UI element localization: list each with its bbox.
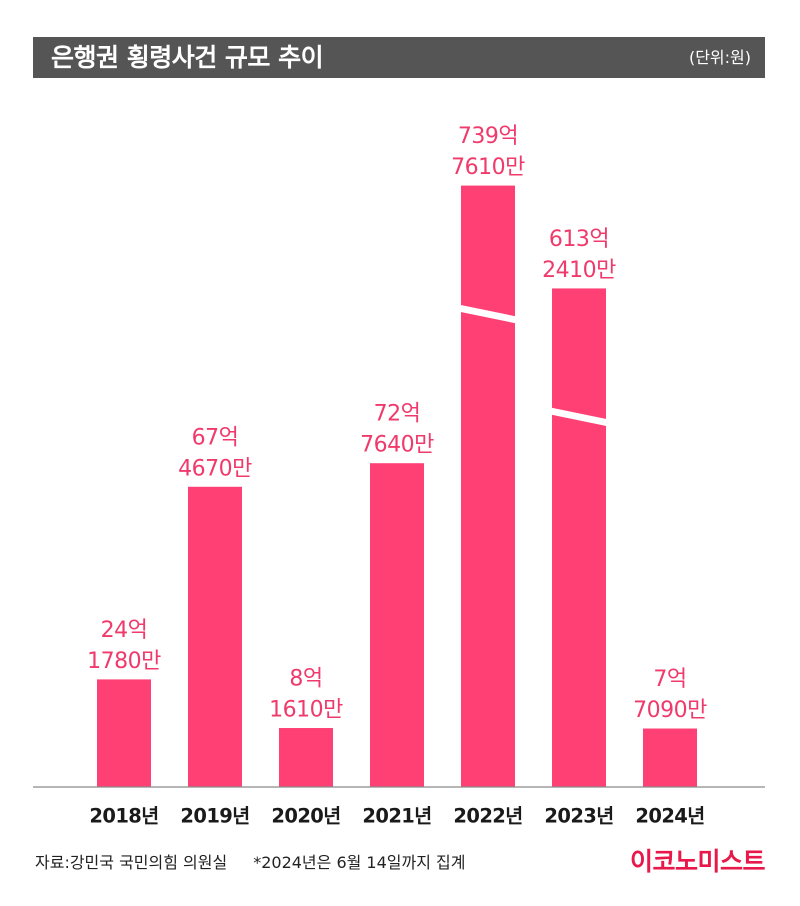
value-label-eok: 739억 [458, 124, 518, 149]
bar-2023 [552, 288, 606, 787]
source-text: 자료:강민국 국민의힘 의원실 [35, 853, 228, 872]
chart-title: 은행권 횡령사건 규모 추이 [51, 43, 324, 72]
footer: 자료:강민국 국민의힘 의원실 *2024년은 6월 14일까지 집계 [35, 850, 465, 876]
publisher-logo: 이코노미스트 [629, 847, 766, 876]
bar-chart: 24억 1780만 2018년 67억 4670만 2019년 8억 1610만 2020년 72… [33, 124, 765, 828]
value-label-eok: 613억 [549, 227, 609, 252]
x-tick-label: 2024년 [635, 805, 704, 828]
bar-2019 [188, 486, 242, 787]
axis-break-mark [454, 303, 522, 325]
axis-break-mark [545, 406, 613, 428]
value-label-man: 7610만 [451, 155, 525, 180]
value-label-man: 7090만 [633, 698, 707, 723]
x-tick-label: 2023년 [544, 805, 613, 828]
footnote-text: *2024년은 6월 14일까지 집계 [253, 853, 466, 872]
unit-label: (단위:원) [688, 48, 751, 67]
value-label-eok: 7억 [653, 667, 686, 692]
bar-2022 [461, 185, 515, 787]
bar-2024 [643, 728, 697, 787]
value-label-eok: 72억 [374, 402, 421, 427]
bar-2021 [370, 463, 424, 787]
value-label-man: 4670만 [178, 456, 252, 481]
value-label-man: 1780만 [87, 649, 161, 674]
value-label-man: 2410만 [542, 258, 616, 283]
x-tick-label: 2018년 [89, 805, 158, 828]
bar-2020 [279, 728, 333, 787]
value-label-man: 1610만 [269, 698, 343, 723]
x-tick-label: 2020년 [271, 805, 340, 828]
value-label-man: 7640만 [360, 433, 434, 458]
value-label-eok: 8억 [289, 667, 322, 692]
x-tick-label: 2022년 [453, 805, 522, 828]
x-tick-label: 2019년 [180, 805, 249, 828]
bar-2018 [97, 679, 151, 787]
value-label-eok: 67억 [192, 425, 239, 450]
title-bar: 은행권 횡령사건 규모 추이 (단위:원) [33, 37, 765, 78]
x-tick-label: 2021년 [362, 805, 431, 828]
value-label-eok: 24억 [101, 618, 148, 643]
